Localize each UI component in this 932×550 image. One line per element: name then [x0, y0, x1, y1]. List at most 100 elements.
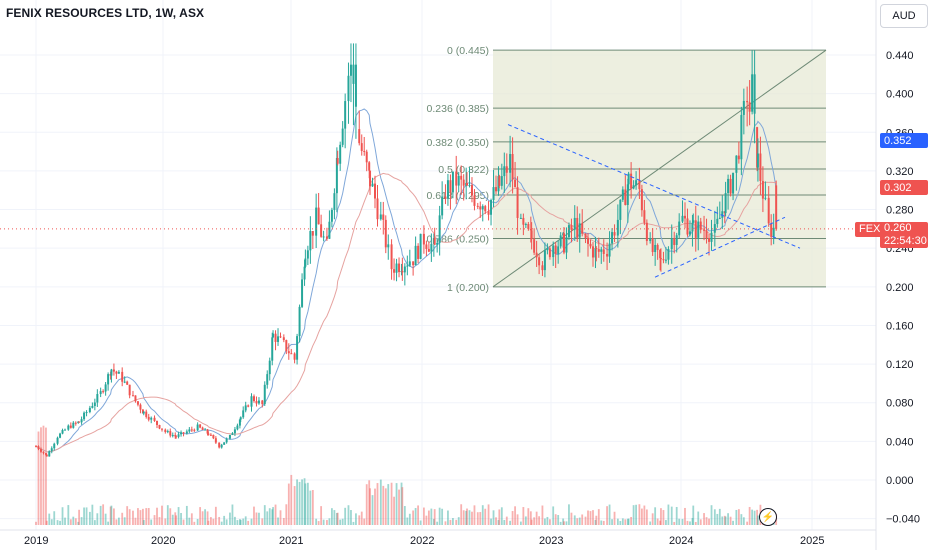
volume-bar — [697, 511, 700, 525]
candle-body — [185, 431, 188, 434]
candle-body — [290, 353, 293, 355]
candle-body — [470, 185, 473, 196]
trend-drawings[interactable] — [507, 124, 801, 278]
volume-bar — [651, 513, 654, 525]
candle-body — [371, 183, 374, 187]
candle-body — [613, 232, 616, 236]
candle-body — [511, 154, 514, 180]
candle-body — [99, 391, 102, 395]
volume-bar — [182, 519, 185, 525]
ma-long-price-tag: 0.352 — [880, 133, 928, 148]
candle-body — [573, 217, 576, 230]
volume-bar — [123, 517, 126, 525]
volume-bar — [581, 514, 584, 525]
candle-body — [594, 248, 597, 258]
candle-body — [156, 420, 159, 425]
candle-body — [134, 395, 137, 402]
volume-bar — [621, 518, 624, 525]
volume-bar — [99, 505, 102, 525]
price-axis[interactable]: 0.4400.4000.3600.3200.2800.2400.2000.160… — [875, 0, 920, 550]
volume-bar — [562, 518, 565, 525]
candle-body — [548, 248, 551, 258]
date-tick-label: 2021 — [279, 535, 303, 547]
candle-body — [344, 101, 347, 129]
candle-body — [244, 405, 247, 411]
candle-body — [209, 434, 212, 436]
candle-body — [153, 417, 156, 421]
volume-bar — [441, 508, 444, 525]
lightning-icon[interactable]: ⚡ — [759, 508, 777, 526]
volume-bar — [557, 515, 560, 525]
volume-bar — [490, 518, 492, 525]
volume-bar — [64, 517, 66, 525]
volume-bar — [643, 505, 646, 525]
volume-bar — [190, 513, 193, 525]
candle-body — [578, 223, 581, 238]
volume-bar — [673, 521, 676, 525]
fib-retracement[interactable]: 0 (0.445) 0.236 (0.385) 0.382 (0.350) 0.5 (… — [427, 45, 827, 294]
candle-body — [142, 411, 145, 414]
candle-body — [664, 259, 667, 261]
volume-bar — [335, 513, 338, 525]
volume-bar — [516, 514, 519, 525]
candle-body — [522, 217, 525, 225]
candle-body — [174, 435, 177, 437]
candle-body — [358, 129, 361, 144]
volume-bar — [363, 518, 366, 525]
candle-body — [430, 243, 433, 252]
candle-body — [649, 238, 652, 242]
volume-bar — [400, 482, 403, 525]
candle-body — [444, 196, 447, 199]
volume-bar — [110, 505, 113, 525]
volume-bar — [239, 519, 242, 525]
price-tick-label: 0.080 — [886, 398, 914, 410]
downtrend-dashed-line — [507, 124, 801, 249]
volume-bar — [595, 515, 598, 525]
volume-bar — [382, 485, 385, 525]
fib-level-label: 0.618 (0.295) — [427, 190, 489, 202]
volume-bar — [50, 519, 53, 525]
candle-body — [764, 197, 767, 199]
volume-bar — [563, 521, 565, 525]
candle-body — [624, 189, 627, 205]
candle-body — [441, 196, 444, 216]
volume-bar — [425, 515, 428, 525]
volume-bar — [412, 510, 415, 525]
candle-body — [406, 265, 409, 267]
candle-body — [110, 369, 113, 376]
volume-bar — [438, 507, 441, 525]
candle-body — [449, 180, 452, 193]
candle-body — [455, 171, 458, 186]
volume-bar — [732, 520, 734, 525]
candle-body — [697, 221, 700, 238]
candle-body — [123, 381, 126, 383]
volume-bar — [417, 505, 420, 525]
candle-body — [188, 429, 191, 432]
candle-body — [678, 221, 681, 236]
candle-body — [117, 371, 120, 374]
volume-bar — [705, 517, 708, 525]
volume-bar — [239, 519, 241, 525]
candle-body — [266, 374, 269, 385]
candle-body — [238, 419, 241, 426]
volume-bar — [552, 506, 555, 525]
uptrend-dashed-line — [654, 216, 786, 278]
candle-body — [59, 433, 62, 438]
candle-body — [107, 374, 110, 385]
date-axis[interactable]: 2019 2020 2021 2022 2023 2024 2025 — [0, 529, 876, 547]
volume-bar — [660, 508, 662, 525]
candle-body — [705, 230, 708, 239]
volume-bar — [37, 431, 40, 525]
volume-bar — [78, 509, 80, 525]
volume-bar — [627, 518, 630, 525]
candle-body — [169, 431, 172, 436]
currency-button[interactable]: AUD — [880, 4, 928, 28]
candle-body — [225, 438, 228, 443]
volume-bar — [201, 511, 204, 525]
volume-bar — [455, 519, 458, 525]
candle-body — [616, 219, 619, 236]
volume-bar — [93, 520, 96, 525]
candle-body — [223, 442, 226, 445]
candle-body — [42, 451, 45, 454]
